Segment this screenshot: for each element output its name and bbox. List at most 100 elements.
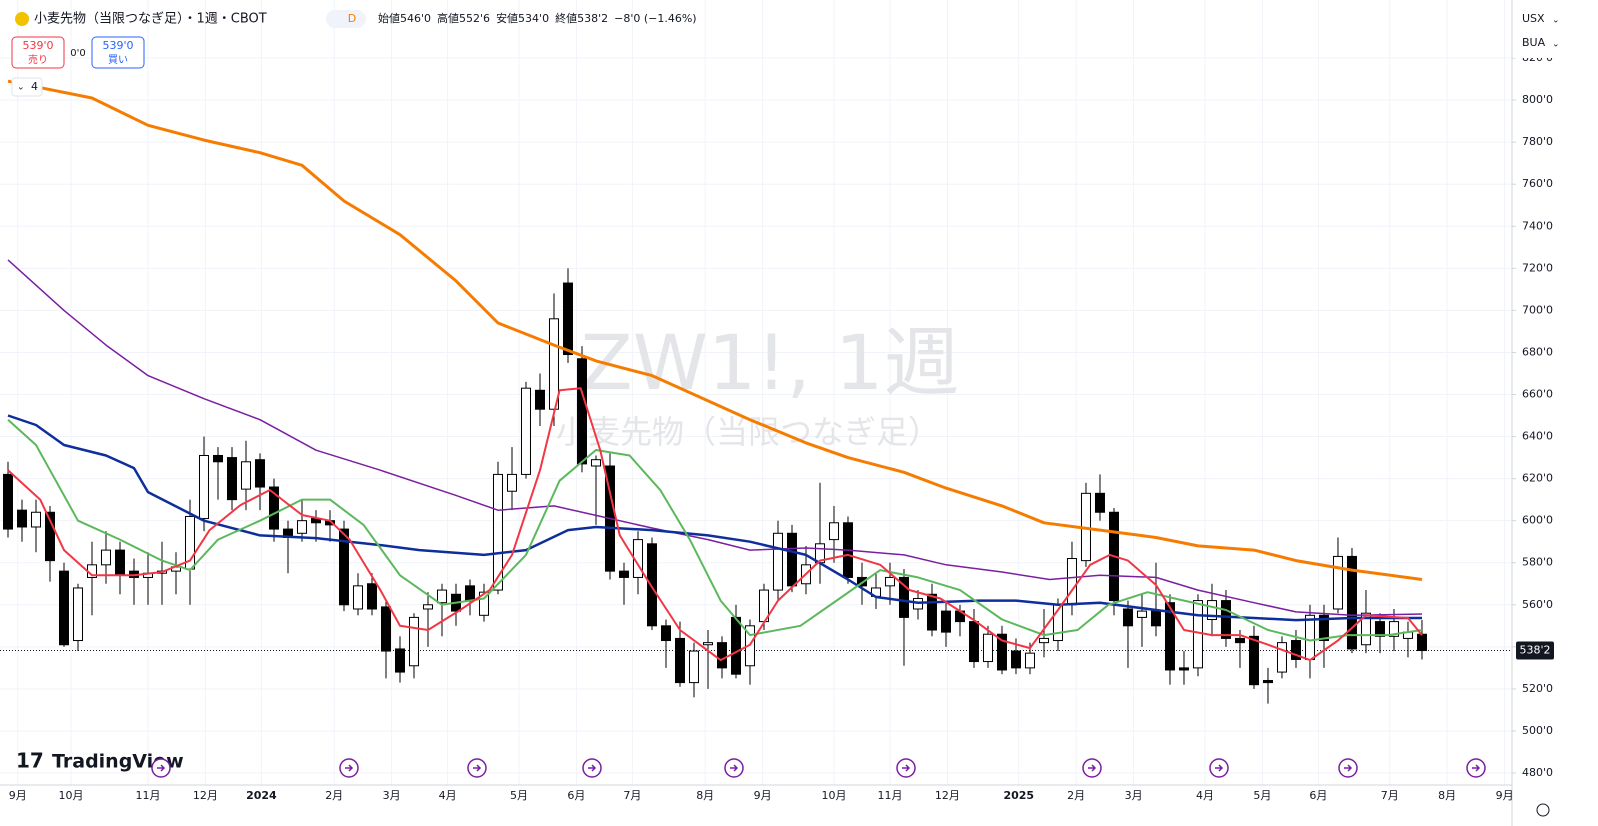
watermark-symbol: ZW1!, 1週 (581, 318, 960, 407)
chevron: ⌄ (17, 83, 25, 93)
moving-average (7, 414, 1422, 622)
indicator-count: 4 (31, 80, 38, 93)
candle-body (296, 520, 307, 534)
moving-average (7, 387, 1423, 662)
candle-body (1178, 667, 1189, 671)
candle-body (338, 528, 349, 606)
buy-label: 買い (108, 54, 128, 66)
candle-body (688, 650, 699, 684)
badge[interactable]: D (348, 12, 356, 25)
candle-body (674, 637, 685, 684)
candle-body (548, 318, 559, 410)
symbol-title[interactable]: 小麦先物（当限つなぎ足）・1週・CBOT (34, 12, 267, 27)
logo-mark: 17 (16, 749, 44, 773)
x-tick-label: 10月 (821, 789, 846, 802)
symbol-icon (15, 12, 29, 26)
settings-icon[interactable] (1536, 803, 1550, 817)
candle-body (996, 633, 1007, 671)
event-arrow (157, 764, 166, 772)
candle-body (1164, 602, 1175, 671)
ohlc-value: 終値538'2 (555, 11, 608, 25)
currency-menu[interactable]: USX (1522, 12, 1545, 25)
candle-body (198, 454, 209, 520)
x-tick-label: 10月 (58, 789, 83, 802)
candle-body (1262, 679, 1273, 684)
candle-body (1234, 637, 1245, 644)
events (151, 758, 1486, 778)
buy-price: 539'0 (102, 39, 133, 52)
y-tick-label: 520'0 (1522, 682, 1553, 695)
candle-body (1290, 640, 1301, 660)
y-tick-label: 640'0 (1522, 430, 1553, 443)
chevron: ⌄ (1552, 40, 1560, 50)
candle-body (212, 454, 223, 463)
candle-body (1346, 555, 1357, 650)
candle-body (1206, 600, 1217, 621)
sell-button[interactable] (11, 36, 65, 69)
x-tick-label: 8月 (696, 789, 714, 802)
ohlc-value: −8'0 (−1.46%) (614, 12, 696, 25)
unit-menu[interactable]: BUA (1522, 36, 1546, 49)
x-tick-label: 5月 (1253, 789, 1271, 802)
candle-body (828, 522, 839, 541)
price-tag (1516, 641, 1554, 660)
candle-body (576, 358, 587, 465)
x-tick-label: 12月 (935, 789, 960, 802)
x-tick-label: 11月 (135, 789, 160, 802)
x-tick-label: 9月 (754, 789, 772, 802)
ohlc-value: 安値534'0 (496, 11, 549, 25)
x-tick-label: 4月 (439, 789, 457, 802)
y-tick-label: 500'0 (1522, 724, 1553, 737)
candle-body (1136, 610, 1147, 618)
indicator-toggle[interactable] (11, 77, 43, 97)
candle-body (1122, 608, 1133, 627)
chevron: ⌄ (1552, 16, 1560, 26)
candle-body (1220, 600, 1231, 639)
candle-body (730, 616, 741, 675)
x-tick-label: 8月 (1438, 789, 1456, 802)
x-tick-label: 7月 (623, 789, 641, 802)
buy-button[interactable] (91, 36, 145, 69)
candle-body (2, 473, 13, 530)
candle-body (1388, 621, 1399, 637)
candle-body (1010, 650, 1021, 669)
x-tick-label: 3月 (383, 789, 401, 802)
candle-body (716, 642, 727, 669)
x-tick-label: 4月 (1196, 789, 1214, 802)
candle-body (1304, 614, 1315, 660)
candle-body (1374, 621, 1385, 637)
y-tick-label: 720'0 (1522, 261, 1553, 274)
moving-average (7, 259, 1423, 617)
candle-body (1360, 612, 1371, 646)
x-tick-label: 3月 (1125, 789, 1143, 802)
candle-body (968, 621, 979, 663)
x-tick-label: 6月 (1309, 789, 1327, 802)
candle-body (660, 625, 671, 642)
candle-body (44, 511, 55, 562)
candle-body (1066, 558, 1077, 606)
candle-body (1192, 600, 1203, 669)
candle-body (380, 606, 391, 652)
ohlc-value: 高値552'6 (437, 11, 490, 25)
y-tick-label: 780'0 (1522, 135, 1553, 148)
candle-body (940, 610, 951, 633)
y-tick-label: 680'0 (1522, 345, 1553, 358)
plot (0, 79, 1512, 704)
x-tick-label: 6月 (567, 789, 585, 802)
x-tick-label: 2月 (325, 789, 343, 802)
badge-bg (326, 10, 366, 28)
axis-menu-bg (1513, 0, 1598, 58)
candle-body (366, 583, 377, 610)
candle-body (408, 616, 419, 667)
candle-body (58, 570, 69, 646)
candle-body (884, 576, 895, 587)
y-tick-label: 480'0 (1522, 766, 1553, 779)
candle-body (268, 486, 279, 530)
y-tick-label: 700'0 (1522, 303, 1553, 316)
candle-body (520, 387, 531, 475)
candle-body (646, 543, 657, 627)
candle-body (618, 570, 629, 578)
candle-body (1038, 637, 1049, 644)
candle-body (114, 549, 125, 576)
